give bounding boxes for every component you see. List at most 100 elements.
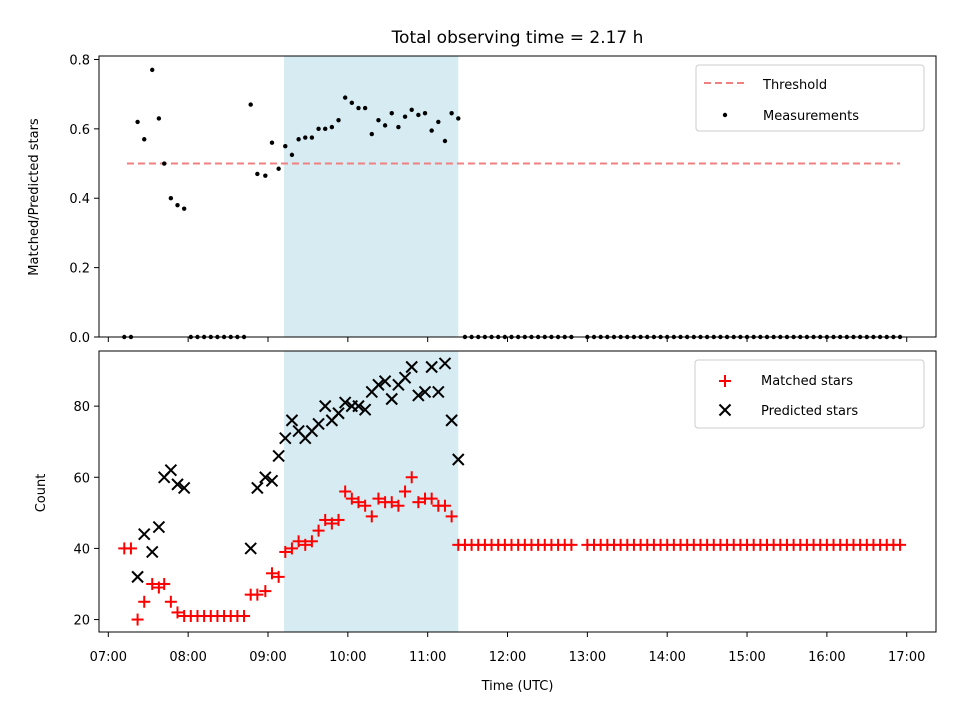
matched-star-point: [259, 585, 272, 598]
measurement-point: [255, 171, 260, 177]
measurement-point: [309, 135, 315, 140]
x-tick-label: 17:00: [888, 650, 925, 665]
predicted-star-point: [385, 392, 398, 406]
measurement-point: [356, 105, 361, 111]
legend-predicted-label: Predicted stars: [761, 404, 858, 419]
predicted-star-point: [146, 545, 159, 559]
predicted-star-point: [378, 375, 392, 388]
matched-star-point: [292, 535, 305, 548]
measurement-point: [263, 173, 268, 178]
matched-star-point: [238, 609, 251, 622]
legend-matched-swatch: [719, 375, 731, 387]
top-y-axis-label: Matched/Predicted stars: [27, 118, 42, 276]
top-panel: 0.00.20.40.60.8 Matched/Predicted stars …: [27, 53, 937, 346]
bottom-plot-frame: [98, 350, 937, 633]
predicted-star-point: [405, 360, 418, 374]
predicted-star-point: [452, 453, 465, 466]
matched-star-point: [138, 595, 151, 608]
predicted-star-point: [312, 417, 325, 431]
measurement-point: [135, 119, 140, 125]
x-tick-label: 07:00: [90, 650, 127, 665]
matched-star-point: [438, 499, 451, 512]
predicted-star-point: [164, 463, 178, 477]
x-tick-label: 08:00: [169, 650, 206, 665]
matched-star-point: [146, 577, 159, 590]
predicted-star-point: [177, 481, 191, 495]
y-tick-label: 60: [73, 471, 90, 486]
measurement-point: [409, 107, 414, 112]
matched-star-point: [352, 496, 365, 509]
matched-star-point: [279, 545, 292, 558]
predicted-star-point: [251, 481, 264, 495]
matched-star-point: [319, 513, 332, 526]
matched-star-point: [445, 510, 458, 523]
observing-window-span: [283, 56, 459, 337]
x-tick-label: 10:00: [329, 650, 366, 665]
matched-star-point: [171, 606, 184, 619]
predicted-star-point: [372, 378, 385, 391]
measurement-point: [389, 111, 394, 116]
x-tick-label: 11:00: [409, 650, 446, 665]
measurement-point: [442, 138, 448, 144]
matched-star-point: [285, 542, 298, 555]
x-tick-label: 13:00: [569, 650, 606, 665]
measurement-point: [289, 152, 295, 158]
y-tick-label: 0.0: [69, 331, 90, 346]
measurement-point: [336, 117, 341, 123]
predicted-star-point: [352, 399, 365, 413]
matched-star-point: [251, 588, 264, 601]
y-tick-label: 0.8: [69, 53, 90, 68]
observing-window-span: [283, 351, 459, 632]
measurement-point: [342, 95, 348, 100]
measurement-point: [175, 202, 180, 208]
measurement-point: [349, 100, 355, 106]
legend-matched-label: Matched stars: [761, 374, 853, 389]
measurement-point: [162, 161, 167, 166]
predicted-star-point: [432, 385, 445, 399]
predicted-star-point: [171, 478, 184, 491]
measurement-point: [168, 196, 174, 201]
measurement-point: [296, 137, 301, 142]
matched-star-point: [894, 538, 907, 551]
matched-star-point: [425, 492, 438, 505]
measurement-point: [416, 112, 421, 118]
measurement-point: [369, 131, 374, 137]
measurement-point: [303, 135, 308, 140]
x-tick-label: 09:00: [249, 650, 286, 665]
measurement-point: [181, 206, 187, 211]
x-tick-label: 15:00: [728, 650, 765, 665]
matched-star-point: [399, 485, 412, 498]
predicted-star-point: [265, 474, 279, 488]
predicted-star-point: [138, 527, 151, 541]
measurement-point: [283, 143, 288, 149]
predicted-star-point: [425, 360, 438, 374]
y-tick-label: 0.6: [69, 123, 90, 138]
matched-star-point: [124, 542, 137, 555]
measurement-point: [436, 119, 441, 125]
matched-star-point: [332, 513, 345, 526]
measurement-point: [422, 111, 428, 116]
matched-star-point: [265, 567, 278, 580]
x-tick-label: 12:00: [489, 650, 526, 665]
measurement-point: [376, 117, 381, 123]
measurement-point: [269, 140, 275, 145]
x-tick-label: 16:00: [808, 650, 845, 665]
measurement-point: [456, 116, 461, 121]
matched-star-point: [164, 595, 177, 608]
predicted-star-point: [272, 449, 285, 463]
chart-title: Total observing time = 2.17 h: [391, 28, 644, 48]
matched-star-point: [385, 496, 398, 509]
y-tick-label: 20: [73, 614, 90, 629]
predicted-star-point: [319, 399, 332, 413]
measurement-point: [402, 114, 408, 119]
legend-measurements-swatch: [722, 112, 728, 118]
top-legend: Threshold Measurements: [695, 64, 925, 132]
measurement-point: [276, 166, 281, 171]
y-tick-label: 0.4: [69, 192, 90, 207]
matched-star-point: [312, 524, 325, 537]
matched-star-point: [372, 492, 385, 505]
matched-star-point: [565, 538, 578, 551]
legend-measurements-label: Measurements: [763, 109, 859, 124]
predicted-star-point: [244, 542, 257, 555]
predicted-star-point: [412, 389, 425, 402]
